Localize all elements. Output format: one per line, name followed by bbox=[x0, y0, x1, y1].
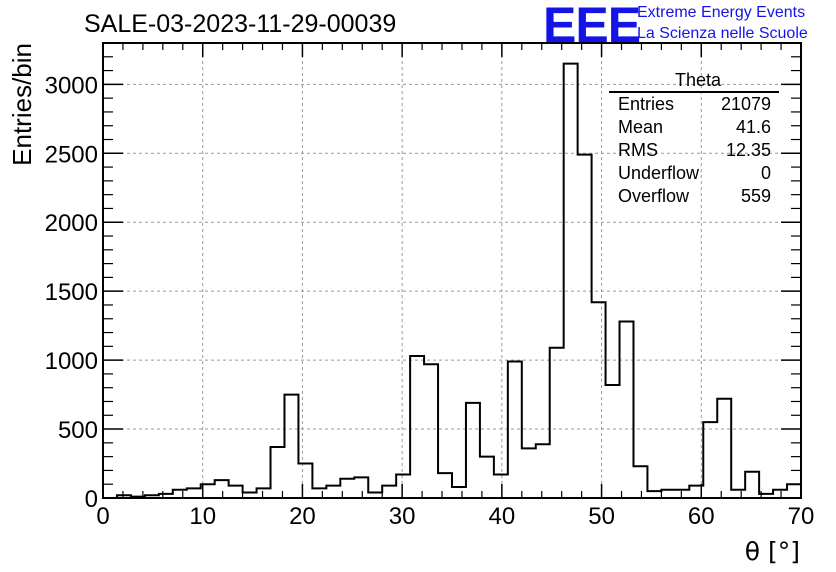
stats-row-rms: RMS 12.35 bbox=[609, 139, 779, 162]
x-tick-label: 0 bbox=[96, 503, 109, 530]
y-tick-label: 3000 bbox=[45, 72, 98, 99]
stats-label: Mean bbox=[618, 117, 664, 137]
y-tick-label: 2500 bbox=[45, 141, 98, 168]
stats-label: Underflow bbox=[618, 163, 700, 183]
y-tick-label: 2000 bbox=[45, 210, 98, 237]
y-tick-label: 1000 bbox=[45, 348, 98, 375]
stats-row-underflow: Underflow 0 bbox=[609, 162, 779, 185]
stats-row-mean: Mean 41.6 bbox=[609, 116, 779, 139]
y-axis-label: Entries/bin bbox=[7, 43, 37, 166]
y-tick-label: 1500 bbox=[45, 279, 98, 306]
x-tick-label: 10 bbox=[189, 503, 216, 530]
stats-value: 41.6 bbox=[735, 117, 771, 137]
stats-label: Overflow bbox=[618, 186, 690, 206]
logo-line-1: Extreme Energy Events bbox=[637, 4, 806, 21]
y-tick-label: 500 bbox=[58, 417, 98, 444]
stats-box: Theta Entries 21079 Mean 41.6 RMS 12.35 … bbox=[609, 70, 779, 208]
grid-lines bbox=[103, 43, 801, 498]
x-tick-label: 40 bbox=[489, 503, 516, 530]
x-axis-label: θ [°] bbox=[745, 537, 800, 566]
eee-logo: EEE bbox=[543, 0, 641, 53]
run-title: SALE-03-2023-11-29-00039 bbox=[84, 10, 397, 38]
stats-value: 12.35 bbox=[725, 140, 771, 160]
stats-value: 0 bbox=[760, 163, 771, 183]
stats-value: 559 bbox=[740, 186, 771, 206]
x-tick-label: 20 bbox=[289, 503, 316, 530]
stats-value: 21079 bbox=[720, 94, 771, 114]
stats-row-overflow: Overflow 559 bbox=[609, 185, 779, 208]
logo-line-2: La Scienza nelle Scuole bbox=[637, 25, 808, 42]
y-tick-labels: 0 500 1000 1500 2000 2500 3000 bbox=[45, 72, 98, 513]
axis-ticks bbox=[102, 42, 802, 499]
x-tick-label: 70 bbox=[788, 503, 815, 530]
plot-frame bbox=[102, 42, 802, 499]
y-tick-label: 0 bbox=[85, 486, 98, 513]
x-tick-labels: 0 10 20 30 40 50 60 70 bbox=[96, 503, 814, 530]
x-tick-label: 60 bbox=[688, 503, 715, 530]
x-tick-label: 30 bbox=[389, 503, 416, 530]
stats-label: RMS bbox=[618, 140, 658, 160]
stats-row-entries: Entries 21079 bbox=[609, 93, 779, 116]
stats-title: Theta bbox=[609, 70, 779, 93]
stats-label: Entries bbox=[618, 94, 675, 114]
histogram-series bbox=[103, 62, 802, 499]
x-tick-label: 50 bbox=[588, 503, 615, 530]
